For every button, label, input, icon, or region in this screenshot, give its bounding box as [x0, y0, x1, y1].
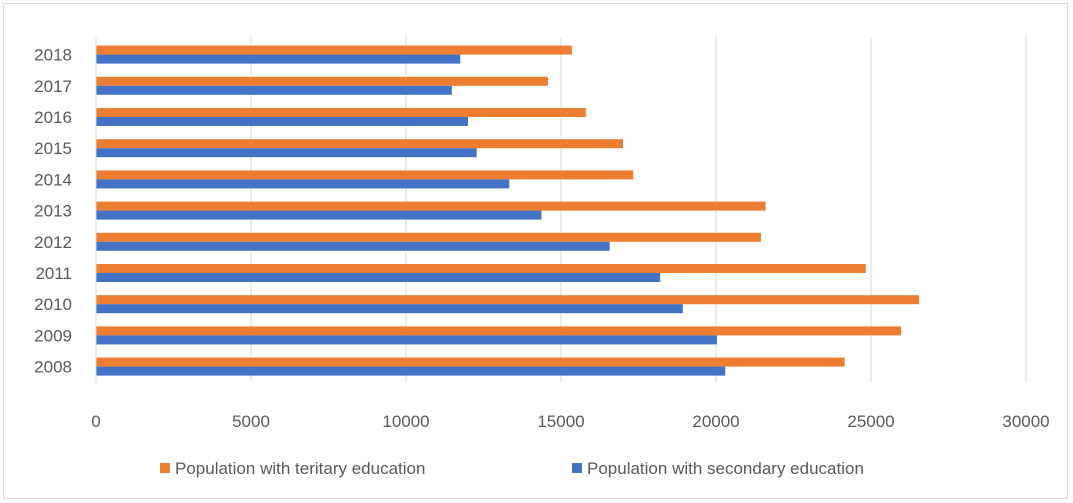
- bar-teritary-2017: [96, 76, 548, 86]
- y-tick-label: 2008: [34, 358, 72, 377]
- x-tick-label: 10000: [382, 412, 429, 431]
- legend-label-secondary: Population with secondary education: [587, 459, 864, 478]
- bar-secondary-2017: [96, 85, 452, 95]
- bar-teritary-2018: [96, 45, 572, 55]
- x-tick-label: 5000: [232, 412, 270, 431]
- y-tick-label: 2016: [34, 108, 72, 127]
- bar-secondary-2008: [96, 366, 726, 376]
- bar-secondary-2010: [96, 304, 683, 314]
- bar-teritary-2013: [96, 201, 766, 211]
- y-tick-label: 2015: [34, 139, 72, 158]
- bar-secondary-2012: [96, 241, 610, 251]
- x-tick-label: 25000: [847, 412, 894, 431]
- x-tick-label: 15000: [537, 412, 584, 431]
- y-tick-label: 2017: [34, 77, 72, 96]
- y-tick-label: 2011: [35, 264, 72, 283]
- y-tick-label: 2018: [34, 46, 72, 65]
- legend-label-teritary: Population with teritary education: [175, 459, 425, 478]
- bar-teritary-2016: [96, 108, 586, 117]
- bar-secondary-2009: [96, 335, 717, 345]
- bar-secondary-2015: [96, 148, 477, 158]
- x-axis-labels: 0 5000 10000 15000 20000 25000 30000: [91, 412, 1049, 431]
- bar-teritary-2014: [96, 170, 634, 180]
- bar-teritary-2008: [96, 357, 845, 367]
- y-axis-labels: 2008 2009 2010 2011 2012 2013 2014 2015 2016 2017…: [34, 46, 72, 377]
- y-tick-label: 2009: [34, 326, 72, 345]
- y-tick-label: 2013: [34, 202, 72, 221]
- bar-secondary-2018: [96, 54, 461, 64]
- bar-secondary-2013: [96, 210, 542, 220]
- bar-teritary-2009: [96, 326, 902, 336]
- bar-teritary-2011: [96, 264, 866, 273]
- bar-teritary-2010: [96, 295, 920, 305]
- legend: Population with teritary education Popul…: [160, 459, 864, 478]
- bars: [96, 45, 920, 376]
- bar-secondary-2014: [96, 179, 510, 189]
- y-tick-label: 2010: [34, 295, 72, 314]
- bar-teritary-2015: [96, 139, 623, 149]
- x-tick-label: 0: [91, 412, 100, 431]
- legend-swatch-secondary: [572, 463, 582, 473]
- x-tick-label: 30000: [1002, 412, 1049, 431]
- y-tick-label: 2012: [34, 233, 72, 252]
- x-tick-label: 20000: [692, 412, 739, 431]
- y-tick-label: 2014: [34, 170, 72, 189]
- bar-secondary-2011: [96, 273, 661, 282]
- legend-swatch-teritary: [160, 463, 170, 473]
- bar-teritary-2012: [96, 232, 761, 242]
- bar-secondary-2016: [96, 117, 468, 126]
